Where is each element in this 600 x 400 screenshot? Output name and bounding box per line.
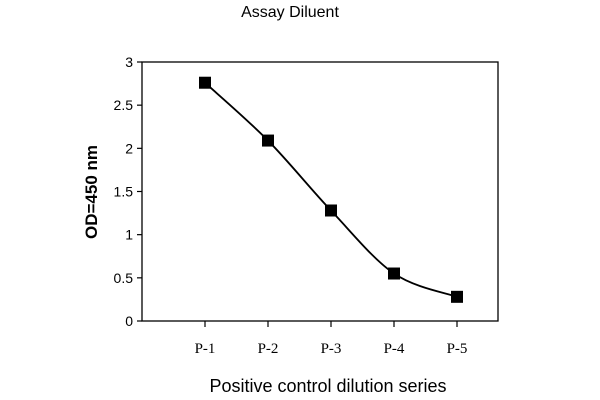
y-tick-label: 1 bbox=[125, 227, 133, 243]
y-tick-label: 1.5 bbox=[114, 184, 134, 200]
x-tick-label: P-3 bbox=[321, 341, 342, 357]
y-tick-label: 2 bbox=[125, 140, 133, 156]
y-axis-label: OD=450 nm bbox=[82, 145, 101, 239]
x-tick-label: P-1 bbox=[195, 341, 216, 357]
chart-title: Assay Diluent bbox=[241, 4, 339, 21]
data-point bbox=[451, 290, 463, 303]
y-tick-label: 3 bbox=[125, 54, 133, 70]
y-tick-label: 0.5 bbox=[114, 270, 134, 286]
data-point bbox=[262, 134, 274, 147]
data-point bbox=[388, 267, 400, 280]
series-line bbox=[204, 82, 458, 298]
x-tick-label: P-5 bbox=[447, 341, 468, 357]
y-axis: 0 0.5 1 1.5 2 2.5 3 bbox=[114, 54, 142, 329]
x-axis: P-1 P-2 P-3 P-4 P-5 bbox=[195, 321, 468, 357]
x-axis-label: Positive control dilution series bbox=[209, 376, 446, 396]
y-tick-label: 2.5 bbox=[114, 97, 134, 113]
y-tick-label: 0 bbox=[125, 313, 133, 329]
x-tick-label: P-2 bbox=[258, 341, 279, 357]
data-point bbox=[325, 204, 337, 217]
plot-frame bbox=[141, 61, 499, 322]
data-markers bbox=[199, 76, 463, 303]
data-point bbox=[199, 76, 211, 89]
x-tick-label: P-4 bbox=[384, 341, 405, 357]
